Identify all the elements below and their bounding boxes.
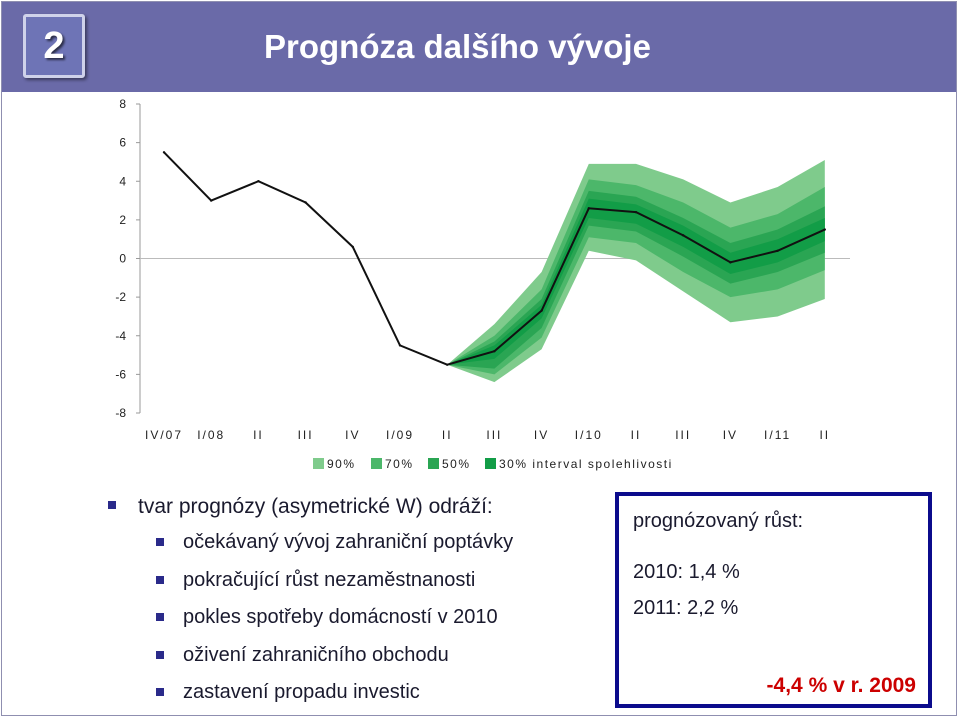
- y-tick-label: 6: [119, 136, 126, 150]
- x-tick-label: III: [298, 428, 314, 442]
- legend-swatch: [371, 458, 382, 469]
- bullet-main: tvar prognózy (asymetrické W) odráží:: [100, 490, 600, 524]
- growth-2009: -4,4 % v r. 2009: [766, 674, 916, 697]
- data-point: [351, 245, 354, 249]
- sub-bullet: očekávaný vývoj zahraniční poptávky: [100, 524, 600, 562]
- legend-label: 30% interval spolehlivosti: [499, 457, 673, 471]
- x-tick-label: I/10: [575, 428, 603, 442]
- y-tick-label: 8: [119, 97, 126, 111]
- x-tick-label: I/08: [197, 428, 225, 442]
- bullet-square-icon: [156, 688, 164, 696]
- y-tick-label: 0: [119, 252, 126, 266]
- data-point: [210, 199, 213, 202]
- x-tick-label: I/09: [386, 428, 414, 442]
- bullet-main-text: tvar prognózy (asymetrické W) odráží:: [138, 495, 493, 518]
- y-tick-label: -4: [115, 329, 126, 343]
- sub-bullet: pokles spotřeby domácností v 2010: [100, 599, 600, 637]
- sub-bullet: zastavení propadu investic: [100, 674, 600, 712]
- sub-bullet: pokračující růst nezaměstnanosti: [100, 562, 600, 600]
- sub-bullet-text: pokračující růst nezaměstnanosti: [183, 568, 476, 591]
- legend-label: 90%: [327, 457, 356, 471]
- x-tick-label: IV: [534, 428, 549, 442]
- x-tick-label: II: [819, 428, 830, 442]
- data-point: [540, 309, 543, 312]
- legend-swatch: [313, 458, 324, 469]
- legend-swatch: [428, 458, 439, 469]
- slide-number-badge: 2: [23, 14, 85, 78]
- x-tick-label: IV: [723, 428, 738, 442]
- x-tick-label: II: [631, 428, 642, 442]
- y-tick-label: -8: [115, 406, 126, 420]
- y-tick-label: 2: [119, 213, 126, 227]
- legend-label: 70%: [385, 457, 414, 471]
- bullet-square-icon: [156, 538, 164, 546]
- y-tick-label: -6: [115, 367, 126, 381]
- data-point: [682, 234, 685, 237]
- data-point: [398, 344, 402, 347]
- x-tick-label: III: [675, 428, 691, 442]
- data-point: [634, 210, 638, 214]
- data-point: [729, 261, 732, 264]
- data-point: [493, 350, 496, 353]
- sub-bullet-text: zastavení propadu investic: [183, 681, 420, 703]
- sub-bullet-text: pokles spotřeby domácností v 2010: [183, 606, 498, 628]
- bullet-square-icon: [108, 501, 116, 509]
- sub-bullet-text: očekávaný vývoj zahraniční poptávky: [183, 531, 514, 553]
- bullet-square-icon: [156, 650, 164, 659]
- x-tick-label: II: [442, 428, 453, 442]
- bullet-square-icon: [156, 613, 164, 621]
- data-point: [257, 180, 260, 183]
- x-tick-label: IV/07: [145, 428, 183, 442]
- y-tick-label: -2: [115, 290, 126, 304]
- data-point: [823, 228, 826, 231]
- forecast-2011: 2011: 2,2 %: [633, 597, 739, 619]
- fan-band-50pct: [447, 190, 825, 369]
- x-tick-label: IV: [345, 428, 360, 442]
- x-tick-label: I/11: [764, 428, 791, 442]
- legend-label: 50%: [442, 457, 471, 471]
- page-title: Prognóza dalšího vývoje: [264, 28, 651, 65]
- bullet-square-icon: [156, 575, 164, 584]
- forecast-box-title: prognózovaný růst:: [633, 510, 804, 532]
- bullet-list: tvar prognózy (asymetrické W) odráží: oč…: [100, 490, 600, 712]
- data-point: [587, 207, 590, 210]
- data-point: [304, 201, 307, 204]
- data-point: [446, 363, 449, 366]
- sub-bullet-text: oživení zahraničního obchodu: [183, 643, 449, 666]
- sub-bullet: oživení zahraničního obchodu: [100, 637, 600, 675]
- forecast-growth-box: prognózovaný růst: 2010: 1,4 % 2011: 2,2…: [615, 492, 932, 708]
- data-point: [776, 249, 779, 252]
- legend-swatch: [485, 458, 496, 469]
- y-tick-label: 4: [119, 174, 126, 188]
- data-point: [162, 151, 166, 154]
- x-tick-label: II: [253, 428, 264, 442]
- forecast-2010: 2010: 1,4 %: [633, 561, 740, 583]
- x-tick-label: III: [486, 428, 502, 442]
- slide-header: 2 Prognóza dalšího vývoje: [2, 2, 956, 92]
